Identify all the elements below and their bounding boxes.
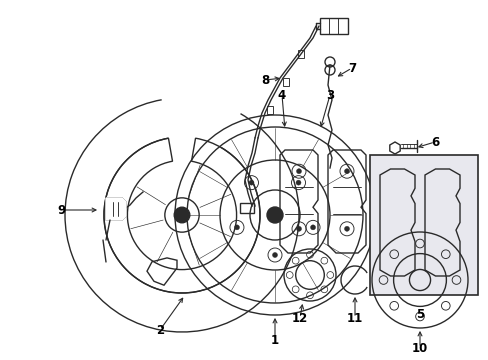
- Text: 8: 8: [260, 73, 268, 86]
- Text: 9: 9: [58, 203, 66, 216]
- Bar: [319, 18, 347, 34]
- Circle shape: [272, 252, 277, 257]
- Circle shape: [296, 169, 301, 174]
- Text: 3: 3: [325, 89, 333, 102]
- Circle shape: [295, 180, 301, 185]
- Text: 2: 2: [156, 324, 164, 337]
- Circle shape: [310, 225, 315, 230]
- Text: 4: 4: [277, 89, 285, 102]
- Text: 5: 5: [415, 307, 423, 320]
- Circle shape: [266, 207, 283, 223]
- Text: 10: 10: [411, 342, 427, 355]
- Text: 12: 12: [291, 311, 307, 324]
- Polygon shape: [106, 198, 126, 220]
- Circle shape: [344, 169, 349, 174]
- Text: 1: 1: [270, 333, 279, 346]
- Circle shape: [296, 226, 301, 231]
- Bar: [282, 78, 288, 86]
- Bar: [369, 155, 477, 295]
- Text: 11: 11: [346, 311, 363, 324]
- Bar: [267, 106, 273, 114]
- Text: 7: 7: [347, 62, 355, 75]
- Circle shape: [248, 180, 253, 185]
- Bar: [240, 203, 253, 213]
- Circle shape: [344, 226, 349, 231]
- Bar: [297, 50, 303, 58]
- Text: 6: 6: [430, 135, 438, 149]
- Circle shape: [234, 225, 239, 230]
- Circle shape: [174, 207, 189, 223]
